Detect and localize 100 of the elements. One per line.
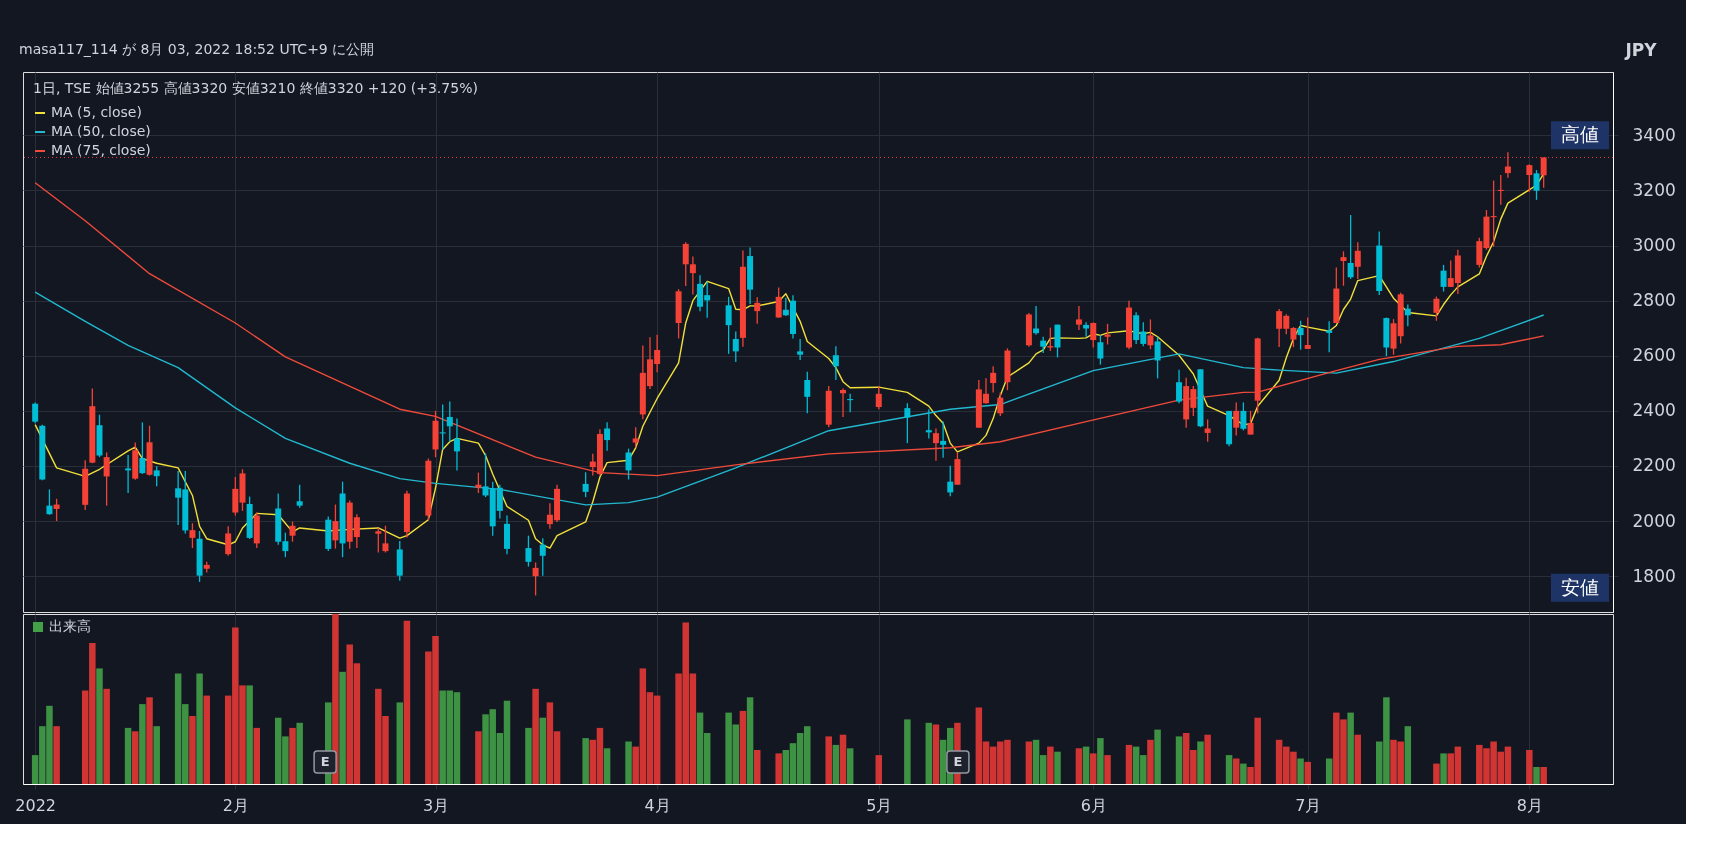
candlestick [1326, 320, 1333, 353]
bar [746, 697, 754, 784]
candlestick [332, 503, 339, 550]
bar [775, 753, 782, 784]
bar [1154, 729, 1161, 784]
bar [131, 731, 139, 784]
x-tick-label: 8月 [1516, 795, 1543, 815]
candlestick [1154, 336, 1161, 380]
candlestick [1054, 323, 1061, 359]
candlestick [604, 421, 611, 452]
bar [124, 727, 132, 784]
bar [1347, 712, 1354, 784]
candlestick [1090, 321, 1097, 349]
candlestick [997, 391, 1004, 417]
y-tick-label: 2200 [1632, 455, 1676, 476]
bar [1175, 736, 1183, 784]
bar [532, 688, 539, 784]
y-axis-title: JPY [1624, 39, 1658, 60]
bar [1225, 755, 1233, 784]
candlestick [925, 408, 932, 440]
annotation: 安値 [1561, 575, 1599, 598]
y-tick-label: 2000 [1632, 510, 1676, 531]
candlestick [1233, 401, 1240, 437]
bar [53, 726, 60, 784]
legend-label: MA (5, close) [51, 104, 142, 120]
candlestick [189, 522, 196, 549]
bar [1197, 741, 1204, 784]
bar [189, 716, 196, 784]
candlestick [1347, 214, 1354, 280]
x-tick-label: 3月 [422, 795, 450, 815]
bar [1104, 755, 1111, 784]
bar [1147, 739, 1154, 784]
candlestick [804, 371, 811, 415]
bar [1047, 746, 1054, 784]
candlestick [1433, 295, 1440, 322]
bar [1440, 753, 1447, 784]
candlestick [1526, 163, 1533, 193]
bar [1090, 753, 1097, 784]
candlestick [225, 525, 232, 557]
text: 1日, TSE 始値3255 高値3320 安値3210 終値3320 +120 (+3.75%) [33, 80, 478, 96]
candlestick [139, 421, 146, 475]
candlestick [375, 527, 382, 554]
candlestick [1204, 418, 1211, 443]
bar [625, 741, 632, 784]
line-series [34, 182, 1545, 477]
candlestick [754, 296, 761, 325]
x-tick-label: 6月 [1080, 795, 1107, 815]
bar [475, 731, 482, 784]
candlestick [1083, 321, 1090, 338]
candlestick [689, 255, 696, 296]
candlestick [840, 387, 847, 418]
bar [403, 620, 411, 784]
bar [1533, 767, 1540, 784]
candlestick [1147, 318, 1154, 350]
bar [139, 704, 146, 784]
bar [146, 697, 153, 784]
legend-label: MA (75, close) [51, 142, 151, 158]
candlestick [1533, 169, 1540, 201]
x-tick-label: 2月 [222, 795, 249, 815]
bar [96, 668, 103, 784]
candlestick [103, 451, 110, 507]
candlestick [940, 420, 947, 459]
candlestick [382, 525, 389, 554]
bar [603, 748, 611, 784]
bar [839, 734, 847, 784]
candlestick [1176, 369, 1183, 404]
candlestick [475, 471, 482, 494]
bar [739, 710, 747, 784]
candlestick [1340, 250, 1347, 287]
candlestick [446, 400, 453, 443]
text: masa117_114 が 8月 03, 2022 18:52 UTC+9 に公開 [19, 41, 375, 57]
bar [525, 727, 532, 784]
x-tick-label: 7月 [1295, 795, 1322, 815]
bar [1297, 758, 1304, 784]
x-tick-label: 5月 [866, 795, 893, 815]
bar [1304, 761, 1311, 784]
bar [1075, 748, 1083, 784]
y-tick-label: 3000 [1632, 235, 1676, 256]
bar [925, 722, 933, 784]
bar [103, 688, 110, 784]
bar [1540, 767, 1547, 784]
candlestick [582, 471, 589, 498]
candlestick [53, 498, 60, 522]
bar [1240, 763, 1247, 784]
bar [582, 738, 589, 784]
candlestick [1104, 323, 1111, 346]
candlestick [904, 402, 911, 444]
candlestick [1247, 410, 1254, 436]
candlestick [875, 385, 882, 410]
bar [932, 724, 940, 784]
bar [1125, 744, 1133, 784]
candlestick [1504, 151, 1511, 179]
annotation: E [320, 753, 330, 769]
candlestick [797, 338, 804, 361]
bar [1097, 738, 1104, 784]
bar [832, 744, 840, 784]
bar [1354, 734, 1362, 784]
candlestick [1354, 241, 1361, 280]
candlestick [539, 537, 546, 577]
bar [1025, 741, 1033, 784]
